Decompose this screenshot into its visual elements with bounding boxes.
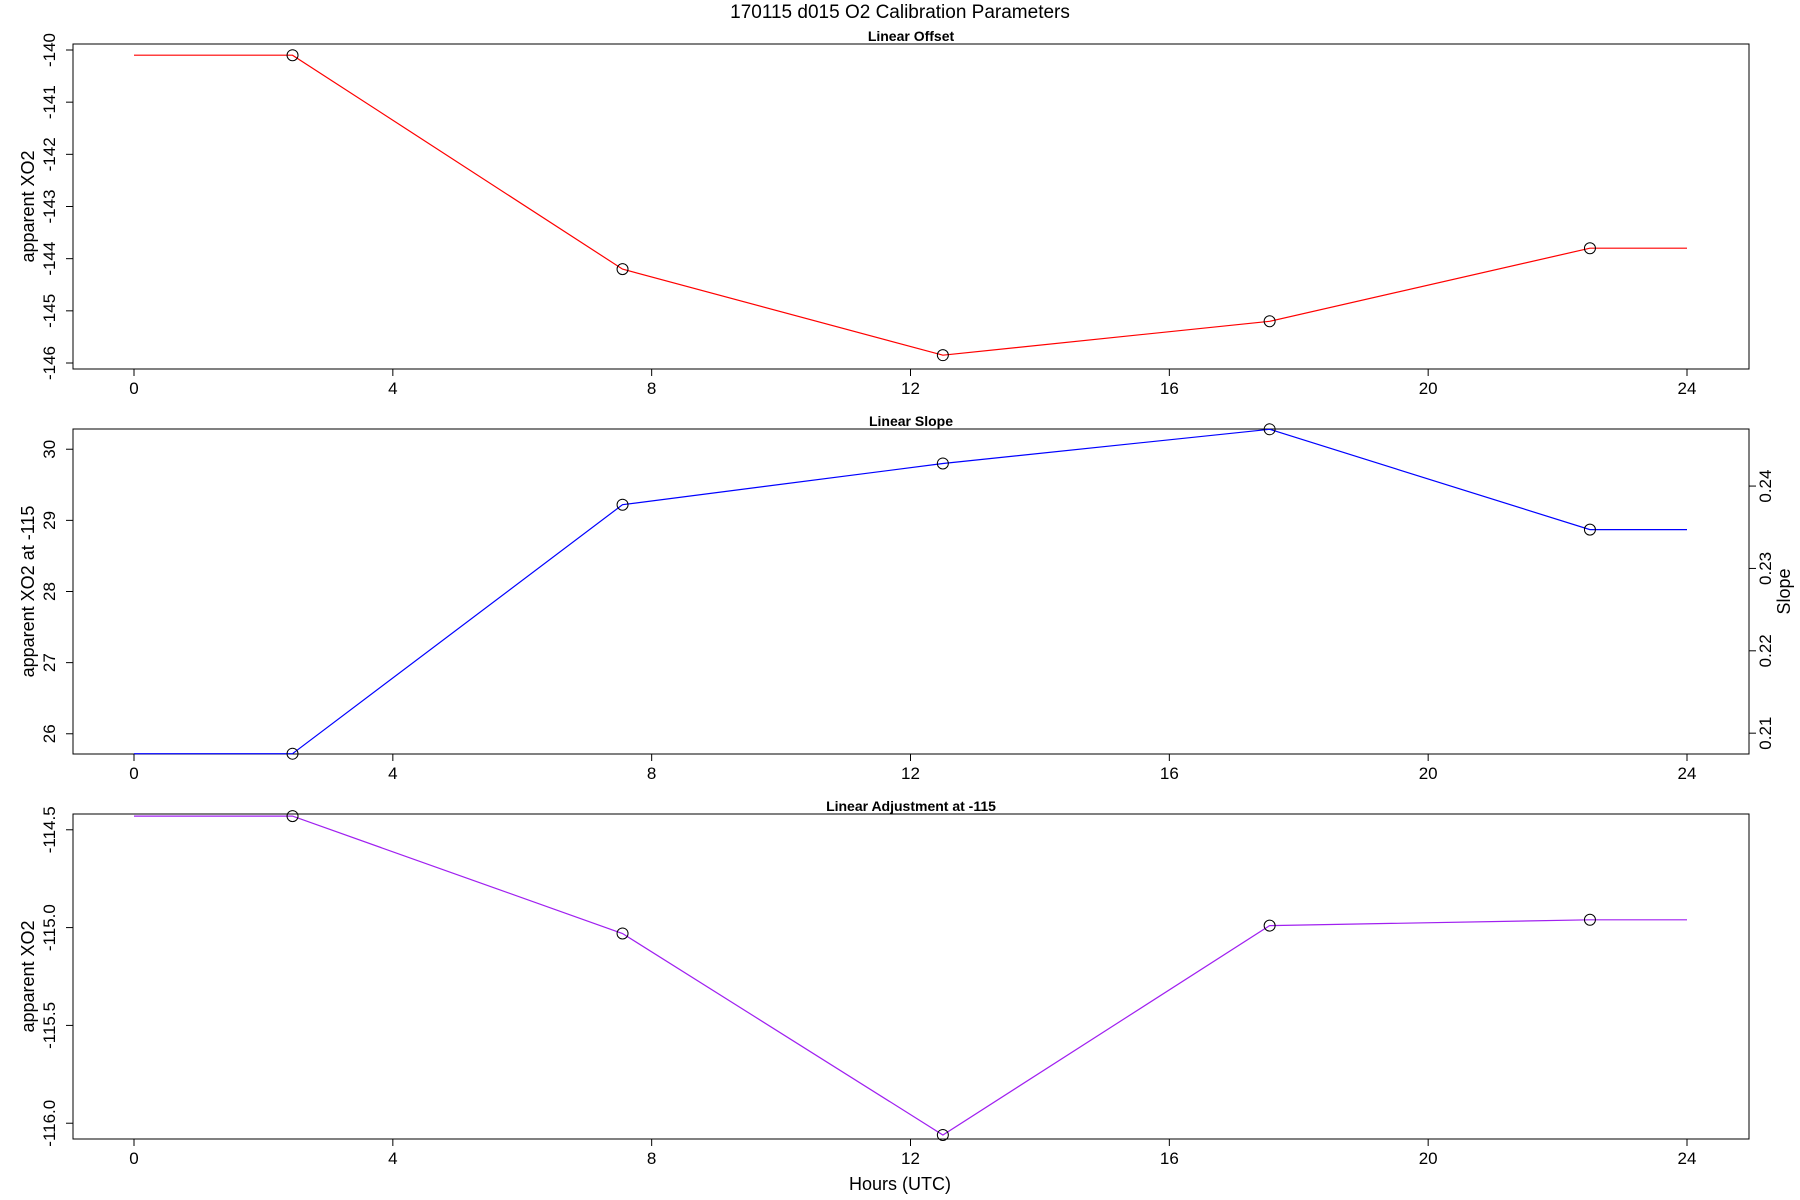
x-tick-label: 20 bbox=[1419, 764, 1438, 783]
data-point bbox=[1263, 423, 1276, 436]
panel-title: Linear Slope bbox=[869, 413, 953, 429]
y-tick-label: -146 bbox=[40, 346, 59, 380]
data-point bbox=[286, 747, 299, 760]
panel-title: Linear Offset bbox=[868, 28, 955, 44]
x-tick-label: 12 bbox=[901, 764, 920, 783]
panel-3: Linear Adjustment at -115 0 4 8 12 16 20 24 -116… bbox=[18, 798, 1750, 1168]
x-tick-label: 24 bbox=[1678, 1149, 1697, 1168]
right-y-tick-label: 0.24 bbox=[1756, 470, 1775, 503]
series-line bbox=[134, 815, 1687, 1136]
x-tick-label: 0 bbox=[129, 764, 138, 783]
panel-title: Linear Adjustment at -115 bbox=[826, 798, 996, 814]
y-tick-label: -115.0 bbox=[40, 904, 59, 951]
x-tick-label: 16 bbox=[1160, 1149, 1179, 1168]
right-y-tick-label: 0.23 bbox=[1756, 552, 1775, 585]
right-y-tick-label: 0.22 bbox=[1756, 634, 1775, 667]
x-tick-label: 8 bbox=[647, 764, 656, 783]
data-point bbox=[936, 457, 949, 470]
data-point bbox=[616, 263, 629, 276]
data-point bbox=[936, 1128, 949, 1141]
panel-2: Linear Slope 0 4 8 12 16 20 24 26 27 28 29 30 apparen… bbox=[18, 413, 1794, 783]
data-point bbox=[1263, 919, 1276, 932]
plot-frame bbox=[72, 43, 1750, 370]
data-point bbox=[1583, 242, 1596, 255]
x-axis-label: Hours (UTC) bbox=[849, 1174, 951, 1194]
x-tick-label: 16 bbox=[1160, 379, 1179, 398]
y-axis-label: apparent XO2 bbox=[18, 150, 38, 262]
y-tick-label: -145 bbox=[40, 294, 59, 328]
data-point bbox=[936, 349, 949, 362]
figure-title: 170115 d015 O2 Calibration Parameters bbox=[730, 2, 1070, 23]
y-tick-label: 29 bbox=[40, 511, 59, 530]
right-y-tick-label: 0.21 bbox=[1756, 717, 1775, 750]
right-y-axis-label: Slope bbox=[1774, 568, 1794, 614]
data-point bbox=[286, 810, 299, 823]
x-tick-label: 0 bbox=[129, 379, 138, 398]
data-point bbox=[616, 927, 629, 940]
data-point bbox=[1583, 523, 1596, 536]
y-tick-label: 28 bbox=[40, 582, 59, 601]
y-tick-label: -114.5 bbox=[40, 806, 59, 853]
y-tick-label: -140 bbox=[40, 33, 59, 67]
data-point bbox=[1583, 913, 1596, 926]
x-tick-label: 12 bbox=[901, 379, 920, 398]
y-tick-label: -144 bbox=[40, 242, 59, 276]
panel-1: Linear Offset 0 4 8 12 16 20 24 -146 -145 -144 -143… bbox=[18, 28, 1750, 398]
y-tick-label: -143 bbox=[40, 189, 59, 223]
data-point bbox=[616, 498, 629, 511]
x-tick-label: 16 bbox=[1160, 764, 1179, 783]
series-line bbox=[134, 54, 1687, 356]
x-tick-label: 4 bbox=[388, 1149, 397, 1168]
data-point bbox=[1263, 315, 1276, 328]
x-tick-label: 20 bbox=[1419, 1149, 1438, 1168]
y-axis-label: apparent XO2 bbox=[18, 920, 38, 1032]
series-line bbox=[134, 428, 1687, 755]
y-tick-label: 30 bbox=[40, 440, 59, 459]
y-tick-label: 26 bbox=[40, 724, 59, 743]
x-tick-label: 8 bbox=[647, 1149, 656, 1168]
y-tick-label: -116.0 bbox=[40, 1100, 59, 1147]
x-tick-label: 0 bbox=[129, 1149, 138, 1168]
panels: Linear Offset 0 4 8 12 16 20 24 -146 -145 -144 -143… bbox=[18, 28, 1794, 1168]
plot-frame bbox=[72, 813, 1750, 1140]
y-tick-label: 27 bbox=[40, 653, 59, 672]
x-tick-label: 4 bbox=[388, 379, 397, 398]
x-tick-label: 8 bbox=[647, 379, 656, 398]
x-tick-label: 20 bbox=[1419, 379, 1438, 398]
y-tick-label: -141 bbox=[40, 85, 59, 119]
data-point bbox=[286, 49, 299, 62]
y-tick-label: -115.5 bbox=[40, 1002, 59, 1049]
x-tick-label: 4 bbox=[388, 764, 397, 783]
x-tick-label: 24 bbox=[1678, 379, 1697, 398]
x-tick-label: 12 bbox=[901, 1149, 920, 1168]
y-axis-label: apparent XO2 at -115 bbox=[18, 506, 38, 678]
y-tick-label: -142 bbox=[40, 137, 59, 171]
plot-frame bbox=[72, 428, 1750, 755]
x-tick-label: 24 bbox=[1678, 764, 1697, 783]
